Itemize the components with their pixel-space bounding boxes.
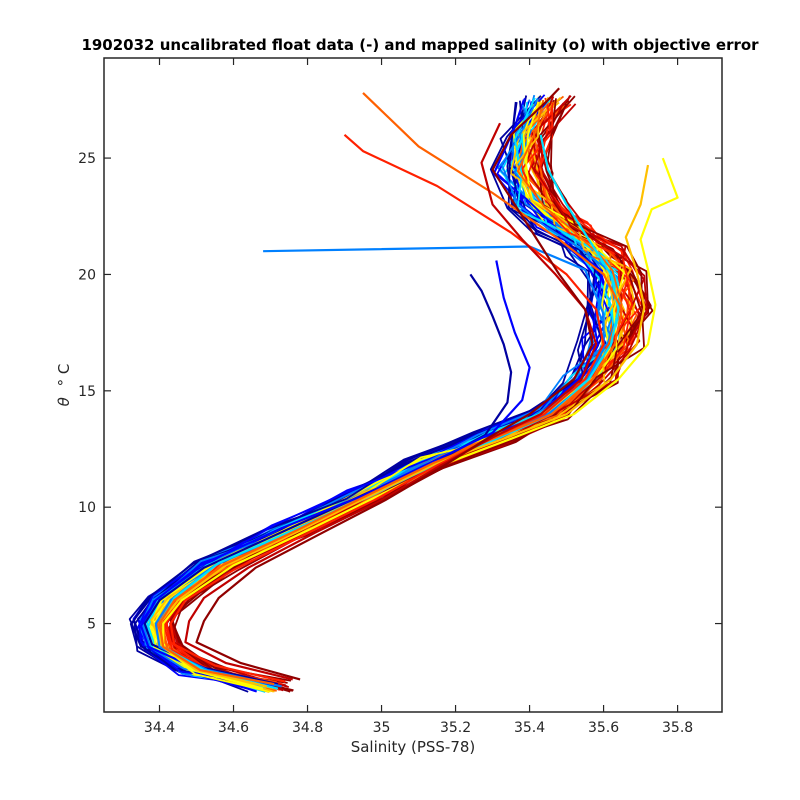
- y-axis-label-unit: ° C: [55, 364, 73, 387]
- x-axis-label: Salinity (PSS-78): [351, 738, 476, 756]
- x-axis: 34.4 34.6 34.8 35 35.2 35.4 35.6 35.8: [144, 58, 693, 736]
- x-tick-label: 34.6: [218, 720, 249, 736]
- svg-text:θ ° C: θ ° C: [55, 364, 73, 407]
- axes-box: [103, 57, 723, 713]
- profile-line-darkred-2: [195, 87, 594, 681]
- plot-area: [104, 58, 722, 712]
- profile-line-orange-1: [158, 92, 624, 686]
- profile-line-yellow-1: [162, 157, 679, 690]
- x-tick-label: 35.2: [440, 720, 471, 736]
- y-tick-label: 15: [78, 384, 96, 400]
- x-tick-label: 35.8: [662, 720, 693, 736]
- profile-line-early-2: [139, 260, 531, 688]
- y-tick-label: 5: [87, 617, 96, 633]
- y-axis-label-symbol: θ: [55, 397, 73, 406]
- profile-texture-line: [132, 101, 596, 684]
- y-tick-label: 10: [78, 500, 96, 516]
- x-tick-label: 34.8: [292, 720, 323, 736]
- profile-texture-line: [136, 98, 611, 693]
- x-tick-label: 35.4: [514, 720, 545, 736]
- profiles-layer: [128, 87, 679, 693]
- y-tick-label: 20: [78, 267, 96, 283]
- x-tick-label: 34.4: [144, 720, 175, 736]
- profile-line-darkred-1: [184, 122, 598, 681]
- x-tick-label: 35.6: [588, 720, 619, 736]
- profile-texture-line: [170, 103, 648, 688]
- y-axis-label: θ ° C: [55, 364, 73, 407]
- y-tick-label: 25: [78, 151, 96, 167]
- chart-title: 1902032 uncalibrated float data (-) and …: [81, 36, 759, 54]
- x-tick-label: 35: [373, 720, 391, 736]
- y-axis: 5 10 15 20 25: [78, 151, 722, 633]
